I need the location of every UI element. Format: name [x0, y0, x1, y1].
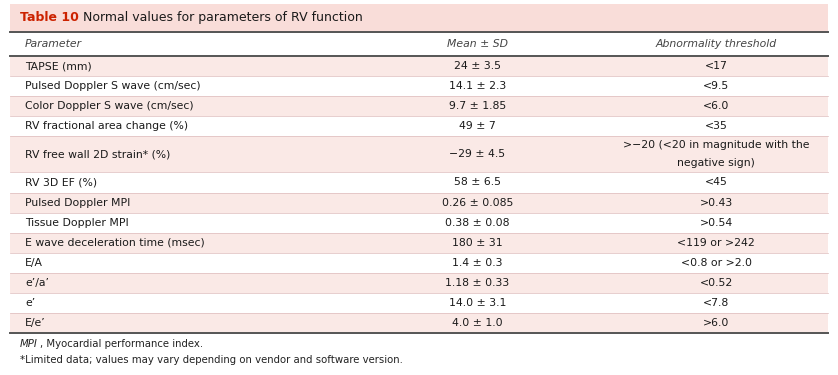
Text: E wave deceleration time (msec): E wave deceleration time (msec)	[25, 238, 204, 248]
Text: Abnormality threshold: Abnormality threshold	[655, 39, 777, 49]
Text: RV fractional area change (%): RV fractional area change (%)	[25, 121, 189, 131]
Text: *Limited data; values may vary depending on vendor and software version.: *Limited data; values may vary depending…	[20, 355, 403, 365]
Text: e’/a’: e’/a’	[25, 278, 49, 288]
Text: Parameter: Parameter	[25, 39, 82, 49]
Bar	[10, 136, 828, 172]
Text: Tissue Doppler MPI: Tissue Doppler MPI	[25, 217, 129, 228]
Text: 49 ± 7: 49 ± 7	[459, 121, 495, 131]
Text: RV free wall 2D strain* (%): RV free wall 2D strain* (%)	[25, 149, 170, 159]
Text: <17: <17	[705, 61, 727, 71]
Text: 4.0 ± 1.0: 4.0 ± 1.0	[452, 318, 503, 328]
Text: Pulsed Doppler MPI: Pulsed Doppler MPI	[25, 198, 131, 207]
Text: RV 3D EF (%): RV 3D EF (%)	[25, 177, 97, 188]
Bar	[10, 213, 828, 232]
Bar	[10, 32, 828, 56]
Text: MPI: MPI	[20, 339, 38, 348]
Text: E/e’: E/e’	[25, 318, 46, 328]
Text: E/A: E/A	[25, 258, 43, 268]
Text: , Myocardial performance index.: , Myocardial performance index.	[40, 339, 204, 348]
Text: Normal values for parameters of RV function: Normal values for parameters of RV funct…	[75, 11, 362, 24]
Text: <35: <35	[705, 121, 727, 131]
Text: 14.1 ± 2.3: 14.1 ± 2.3	[448, 81, 506, 91]
Text: >0.43: >0.43	[700, 198, 732, 207]
Text: Pulsed Doppler S wave (cm/sec): Pulsed Doppler S wave (cm/sec)	[25, 81, 201, 91]
Text: >−20 (<20 in magnitude with the: >−20 (<20 in magnitude with the	[623, 140, 810, 150]
Text: <6.0: <6.0	[703, 101, 729, 111]
Text: <119 or >242: <119 or >242	[677, 238, 755, 248]
Text: <0.8 or >2.0: <0.8 or >2.0	[680, 258, 752, 268]
Text: <9.5: <9.5	[703, 81, 729, 91]
Text: TAPSE (mm): TAPSE (mm)	[25, 61, 92, 71]
Text: >0.54: >0.54	[700, 217, 732, 228]
Bar	[10, 293, 828, 313]
Text: Mean ± SD: Mean ± SD	[447, 39, 508, 49]
Bar	[10, 273, 828, 293]
Text: 58 ± 6.5: 58 ± 6.5	[453, 177, 501, 188]
Text: >6.0: >6.0	[703, 318, 729, 328]
Text: 24 ± 3.5: 24 ± 3.5	[453, 61, 501, 71]
Bar	[10, 96, 828, 116]
Bar	[10, 232, 828, 253]
Text: 1.18 ± 0.33: 1.18 ± 0.33	[445, 278, 510, 288]
Text: <0.52: <0.52	[700, 278, 732, 288]
Text: Color Doppler S wave (cm/sec): Color Doppler S wave (cm/sec)	[25, 101, 194, 111]
Bar	[10, 76, 828, 96]
Text: 1.4 ± 0.3: 1.4 ± 0.3	[452, 258, 503, 268]
Text: e’: e’	[25, 298, 35, 308]
Bar	[10, 116, 828, 136]
Bar	[10, 253, 828, 273]
Bar	[10, 192, 828, 213]
Text: 180 ± 31: 180 ± 31	[452, 238, 503, 248]
Bar	[10, 56, 828, 76]
Bar	[10, 313, 828, 333]
Text: 0.26 ± 0.085: 0.26 ± 0.085	[442, 198, 513, 207]
Text: 9.7 ± 1.85: 9.7 ± 1.85	[448, 101, 506, 111]
Text: −29 ± 4.5: −29 ± 4.5	[449, 149, 505, 159]
Bar	[10, 4, 828, 32]
Text: <45: <45	[705, 177, 727, 188]
Text: 14.0 ± 3.1: 14.0 ± 3.1	[448, 298, 506, 308]
Text: 0.38 ± 0.08: 0.38 ± 0.08	[445, 217, 510, 228]
Text: <7.8: <7.8	[703, 298, 729, 308]
Text: Table 10: Table 10	[20, 11, 79, 24]
Text: negative sign): negative sign)	[677, 158, 755, 168]
Bar	[10, 172, 828, 192]
